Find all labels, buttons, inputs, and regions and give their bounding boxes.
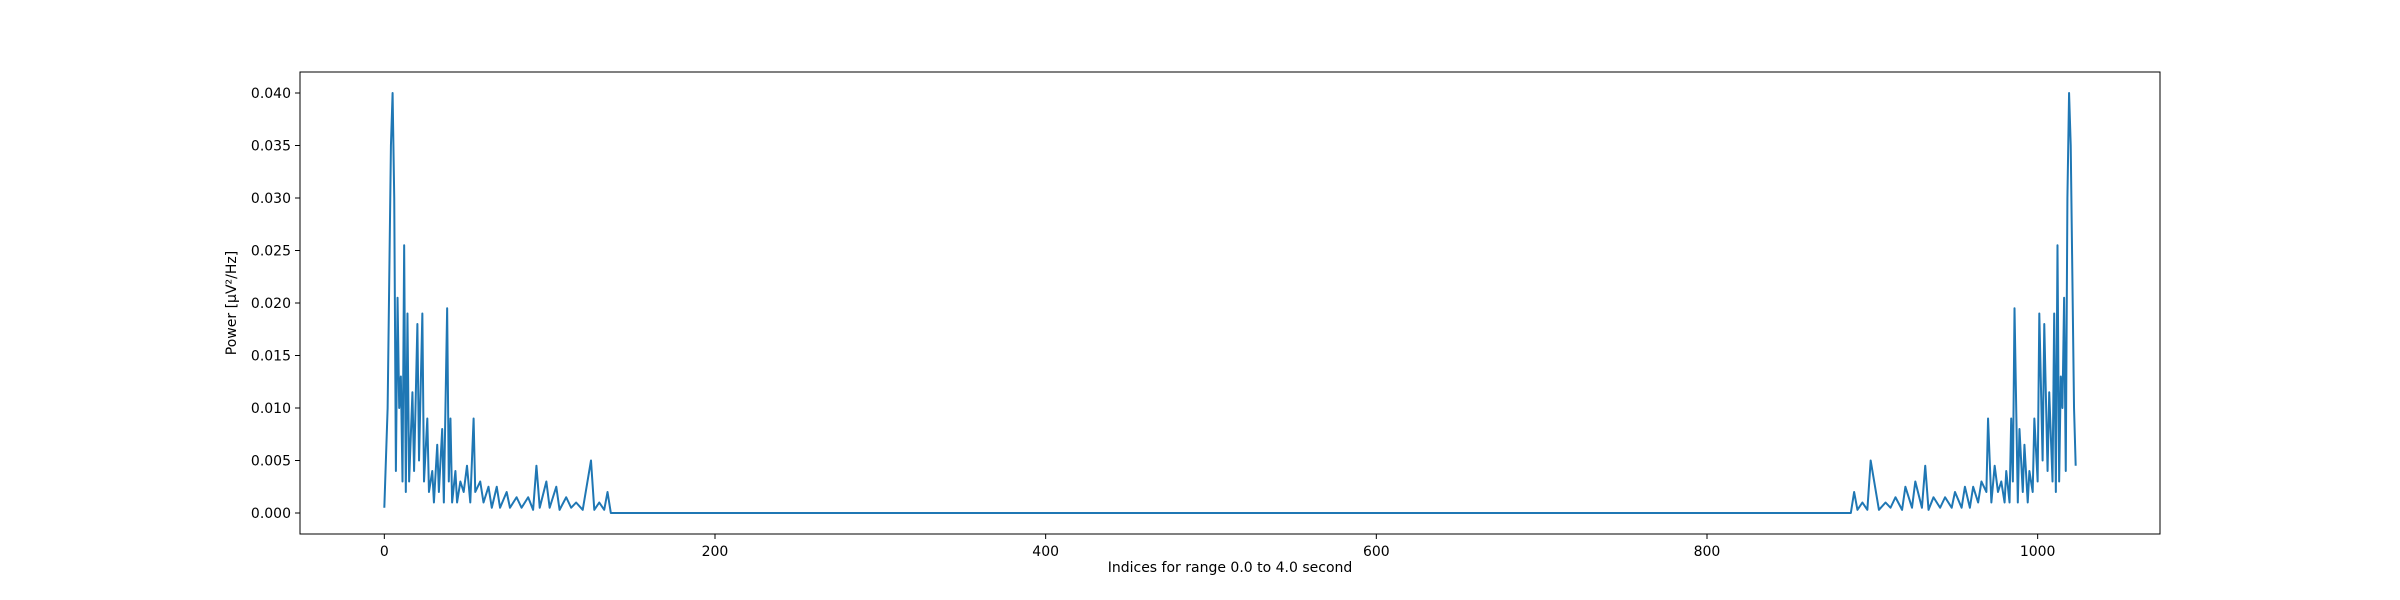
y-tick-label: 0.020 [251, 296, 291, 312]
y-tick-label: 0.025 [251, 244, 291, 260]
x-axis-label: Indices for range 0.0 to 4.0 second [1108, 560, 1353, 576]
y-tick-label: 0.005 [251, 454, 291, 470]
y-tick-label: 0.040 [251, 86, 291, 102]
y-tick-label: 0.030 [251, 191, 291, 207]
x-tick-label: 200 [702, 544, 729, 560]
x-tick-label: 600 [1363, 544, 1390, 560]
y-tick-label: 0.000 [251, 506, 291, 522]
data-line [383, 92, 2077, 514]
axes-frame [299, 71, 2161, 535]
x-tick-label: 800 [1694, 544, 1721, 560]
x-tick-label: 400 [1032, 544, 1059, 560]
y-axis-label: Power [μV²/Hz] [224, 251, 240, 355]
x-tick-label: 0 [380, 544, 389, 560]
x-tick-label: 1000 [2020, 544, 2056, 560]
y-tick-label: 0.035 [251, 139, 291, 155]
y-tick-label: 0.015 [251, 349, 291, 365]
y-tick-label: 0.010 [251, 401, 291, 417]
